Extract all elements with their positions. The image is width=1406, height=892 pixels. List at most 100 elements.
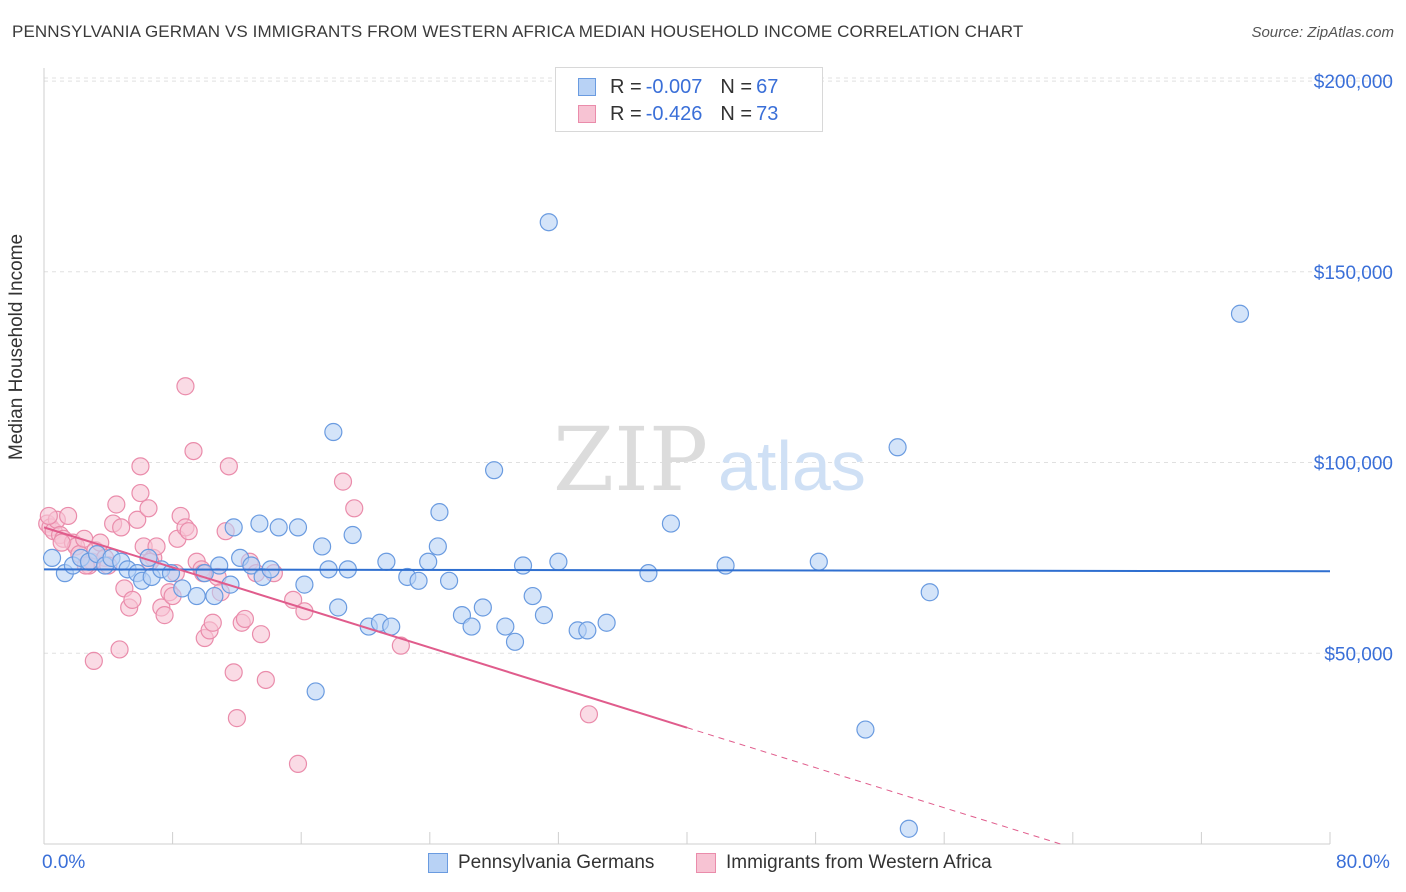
pink-point <box>251 625 271 644</box>
pink-point <box>224 663 243 682</box>
blue-point <box>187 586 206 606</box>
pink-trend-line-dashed <box>686 727 1061 845</box>
axes <box>43 68 1331 845</box>
legend-n-value: 73 <box>756 102 779 125</box>
legend-row-blue: R = -0.007 N = 67 <box>578 75 782 99</box>
pink-point <box>184 441 203 461</box>
blue-point <box>523 586 542 606</box>
blue-point <box>312 537 332 556</box>
watermark-zip: ZIP <box>553 408 708 511</box>
legend-swatch-pink <box>578 105 596 123</box>
bottom-legend-label-pink: Immigrants from Western Africa <box>726 852 992 873</box>
pink-point <box>179 522 198 541</box>
legend-swatch-blue <box>578 78 596 96</box>
blue-point <box>534 606 554 625</box>
blue-point <box>496 617 515 636</box>
legend-r-value: -0.007 <box>645 75 703 98</box>
pink-point <box>203 613 222 632</box>
y-tick-labels: $50,000 $100,000 $150,000 $200,000 <box>1314 72 1393 665</box>
blue-point <box>661 514 681 533</box>
trendlines <box>43 526 1331 845</box>
pink-point <box>84 651 103 670</box>
blue-point <box>269 518 288 537</box>
blue-point <box>513 556 533 575</box>
blue-point <box>42 548 62 568</box>
blue-point <box>288 518 308 537</box>
blue-point <box>377 552 396 571</box>
pink-point <box>227 709 246 728</box>
blue-point <box>856 720 875 739</box>
blue-point <box>597 613 616 632</box>
y-tick-label: $150,000 <box>1314 263 1393 284</box>
blue-point <box>409 571 428 590</box>
chart-title: PENNSYLVANIA GERMAN VS IMMIGRANTS FROM W… <box>12 22 1024 41</box>
blue-point <box>549 552 568 571</box>
bottom-legend-swatch-blue <box>428 853 448 873</box>
blue-point <box>439 571 459 590</box>
pink-point <box>128 510 147 529</box>
blue-point <box>505 632 525 651</box>
y-tick-label: $100,000 <box>1314 454 1393 475</box>
watermark: ZIP atlas <box>553 408 866 511</box>
blue-point <box>173 579 192 598</box>
legend-r-value: -0.426 <box>645 102 703 125</box>
blue-point <box>224 518 243 537</box>
pink-point <box>139 499 158 518</box>
watermark-atlas: atlas <box>718 427 866 505</box>
pink-point <box>110 640 129 659</box>
pink-point <box>39 506 58 526</box>
pink-point <box>112 518 131 537</box>
pink-point <box>131 483 150 503</box>
blue-point <box>295 575 314 594</box>
y-tick-label: $50,000 <box>1324 644 1393 665</box>
blue-point <box>462 617 481 636</box>
legend-n-value: 67 <box>756 75 779 98</box>
legend-r-label: R = <box>610 102 642 125</box>
pink-point <box>123 590 142 609</box>
pink-point <box>391 636 410 655</box>
blue-point <box>639 564 658 583</box>
pink-point <box>59 506 78 526</box>
blue-point <box>473 598 492 617</box>
blue-point <box>485 461 504 480</box>
blue-point <box>539 213 558 232</box>
blue-point <box>809 552 828 571</box>
legend-n-label: N = <box>720 102 753 125</box>
blue-point <box>578 621 597 640</box>
blue-point <box>250 514 269 533</box>
blue-point <box>1230 304 1250 323</box>
blue-point <box>329 598 348 617</box>
pink-trend-line <box>43 526 688 729</box>
pink-point <box>333 472 353 491</box>
pink-point <box>107 495 126 514</box>
blue-point <box>324 422 343 442</box>
blue-point <box>430 503 449 522</box>
pink-point <box>219 457 238 476</box>
blue-point <box>306 682 325 701</box>
blue-point <box>343 525 362 545</box>
bottom-legend-label-blue: Pennsylvania Germans <box>458 852 655 873</box>
blue-point <box>888 438 907 457</box>
pink-point <box>579 705 599 724</box>
legend-r-label: R = <box>610 75 642 98</box>
blue-point <box>899 819 918 838</box>
blue-point <box>716 556 735 575</box>
bottom-legend-pink: Immigrants from Western Africa <box>696 852 992 874</box>
bottom-legend-blue: Pennsylvania Germans <box>428 852 654 874</box>
bottom-legend-swatch-pink <box>696 853 716 873</box>
pink-point <box>256 670 275 690</box>
blue-point <box>205 586 224 606</box>
pink-point <box>176 377 195 396</box>
source-label: Source: ZipAtlas.com <box>1251 24 1394 41</box>
blue-point <box>428 537 447 556</box>
pink-point <box>235 609 255 629</box>
blue-trend-line <box>43 568 1331 573</box>
legend-row-pink: R = -0.426 N = 73 <box>578 102 782 126</box>
x-axis-min-label: 0.0% <box>42 852 86 873</box>
blue-point <box>382 617 401 636</box>
x-axis-max-label: 80.0% <box>1336 852 1390 873</box>
blue-point <box>920 583 939 602</box>
correlation-legend: R = -0.007 N = 67 R = -0.426 N = 73 <box>555 67 823 132</box>
pink-point <box>288 754 308 773</box>
